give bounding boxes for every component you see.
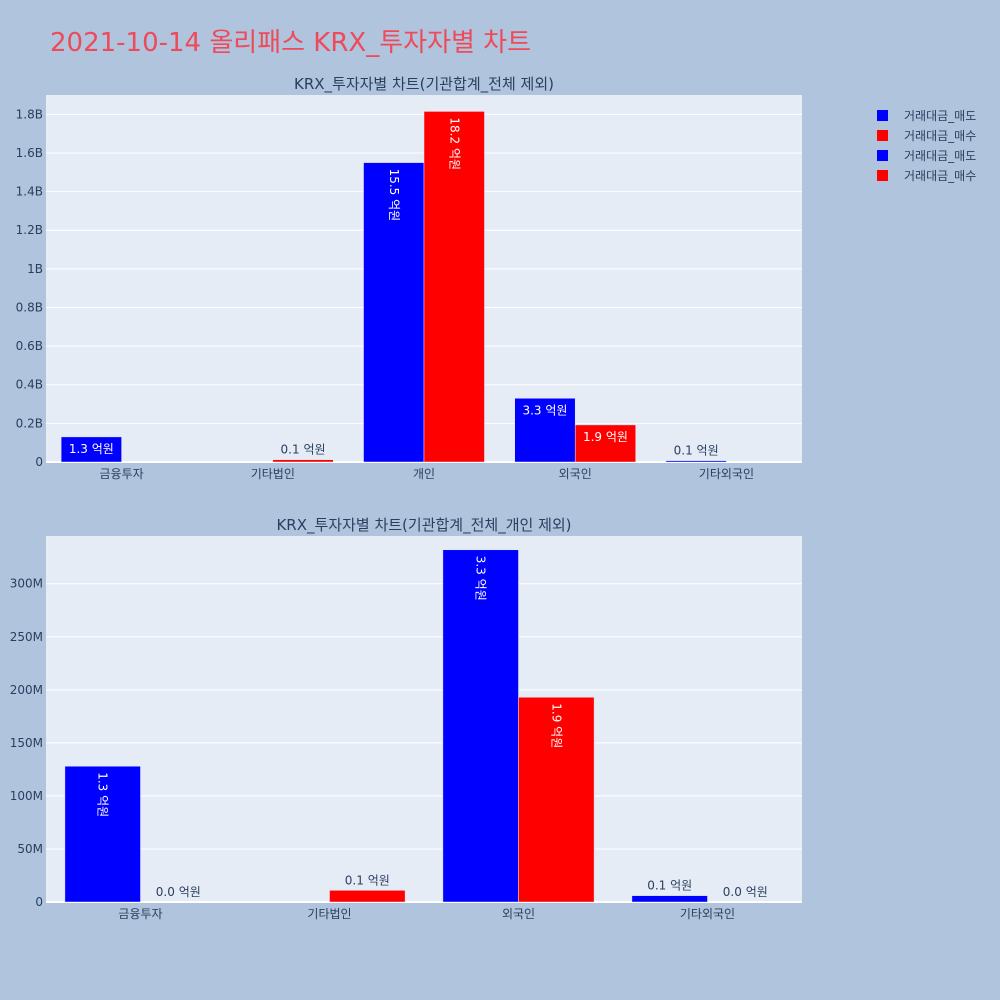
x-tick-label: 기타법인 bbox=[251, 467, 295, 481]
y-tick-label: 1.6B bbox=[16, 146, 43, 160]
bar bbox=[442, 549, 519, 903]
x-tick-label: 기타외국인 bbox=[680, 907, 735, 921]
x-tick-label: 기타외국인 bbox=[699, 467, 754, 481]
data-label: 1.3 억원 bbox=[69, 442, 114, 456]
x-tick-label: 금융투자 bbox=[100, 467, 144, 481]
x-tick-label: 외국인 bbox=[502, 907, 535, 921]
bar bbox=[329, 890, 406, 903]
data-label: 0.1 억원 bbox=[674, 444, 719, 458]
data-label: 0.1 억원 bbox=[647, 879, 692, 893]
bar bbox=[514, 398, 576, 463]
legend-item[interactable]: 거래대금_매도 bbox=[870, 145, 976, 165]
legend-label: 거래대금_매수 bbox=[904, 168, 977, 183]
data-label: 0.1 억원 bbox=[345, 873, 390, 887]
x-tick-label: 개인 bbox=[413, 467, 435, 481]
x-tick-label: 외국인 bbox=[559, 467, 592, 481]
y-tick-label: 0 bbox=[35, 455, 43, 469]
data-label: 0.1 억원 bbox=[281, 443, 326, 457]
bar bbox=[423, 111, 485, 463]
legend-swatch bbox=[877, 109, 888, 121]
data-label: 3.3 억원 bbox=[522, 403, 567, 417]
data-label: 15.5 억원 bbox=[387, 169, 401, 222]
x-tick-label: 금융투자 bbox=[118, 907, 162, 921]
chart-top: KRX_투자자별 차트(기관합계_전체 제외) 0 0.2B 0.4B 0.6B 0.8B… bbox=[16, 75, 802, 481]
x-tick-label: 기타법인 bbox=[307, 907, 351, 921]
legend-item[interactable]: 거래대금_매수 bbox=[870, 125, 976, 145]
chart-title: KRX_투자자별 차트(기관합계_전체_개인 제외) bbox=[276, 516, 571, 535]
data-label: 1.9 억원 bbox=[549, 703, 563, 748]
bar bbox=[574, 424, 636, 463]
legend-item[interactable]: 거래대금_매수 bbox=[870, 165, 976, 185]
data-label: 0.0 억원 bbox=[156, 885, 201, 899]
bar bbox=[363, 162, 425, 463]
bar bbox=[518, 697, 595, 903]
y-tick-label: 50M bbox=[17, 842, 43, 856]
bar bbox=[60, 436, 122, 463]
bar bbox=[64, 765, 141, 903]
y-tick-label: 200M bbox=[10, 683, 43, 697]
data-label: 1.9 억원 bbox=[583, 430, 628, 444]
y-tick-label: 1.2B bbox=[16, 223, 43, 237]
y-tick-label: 300M bbox=[10, 577, 43, 591]
y-tick-label: 250M bbox=[10, 630, 43, 644]
bar bbox=[665, 460, 727, 463]
legend-label: 거래대금_매도 bbox=[904, 108, 977, 123]
legend[interactable]: 거래대금_매도 거래대금_매수 거래대금_매도 거래대금_매수 bbox=[870, 105, 976, 185]
y-tick-label: 0 bbox=[35, 895, 43, 909]
legend-item[interactable]: 거래대금_매도 bbox=[870, 105, 976, 125]
plot-area bbox=[46, 536, 802, 902]
y-tick-label: 100M bbox=[10, 789, 43, 803]
chart-bottom: KRX_투자자별 차트(기관합계_전체_개인 제외) 0 50M 100M 150M 20… bbox=[10, 516, 802, 921]
legend-swatch bbox=[877, 169, 888, 181]
legend-swatch bbox=[877, 149, 888, 161]
page-title: 2021-10-14 올리패스 KRX_투자자별 차트 bbox=[50, 28, 532, 58]
bar bbox=[631, 895, 708, 903]
y-tick-label: 150M bbox=[10, 736, 43, 750]
legend-label: 거래대금_매수 bbox=[904, 128, 977, 143]
y-tick-label: 1.4B bbox=[16, 185, 43, 199]
y-tick-label: 1B bbox=[27, 262, 43, 276]
data-label: 18.2 억원 bbox=[447, 117, 461, 170]
chart-title: KRX_투자자별 차트(기관합계_전체 제외) bbox=[294, 75, 554, 94]
y-tick-label: 0.8B bbox=[16, 300, 43, 314]
y-tick-label: 0.2B bbox=[16, 416, 43, 430]
y-tick-label: 1.8B bbox=[16, 107, 43, 121]
legend-label: 거래대금_매도 bbox=[904, 148, 977, 163]
y-tick-label: 0.4B bbox=[16, 378, 43, 392]
bar bbox=[272, 459, 334, 463]
data-label: 3.3 억원 bbox=[474, 556, 488, 601]
data-label: 1.3 억원 bbox=[96, 772, 110, 817]
y-tick-label: 0.6B bbox=[16, 339, 43, 353]
data-label: 0.0 억원 bbox=[723, 885, 768, 899]
legend-swatch bbox=[877, 129, 888, 141]
